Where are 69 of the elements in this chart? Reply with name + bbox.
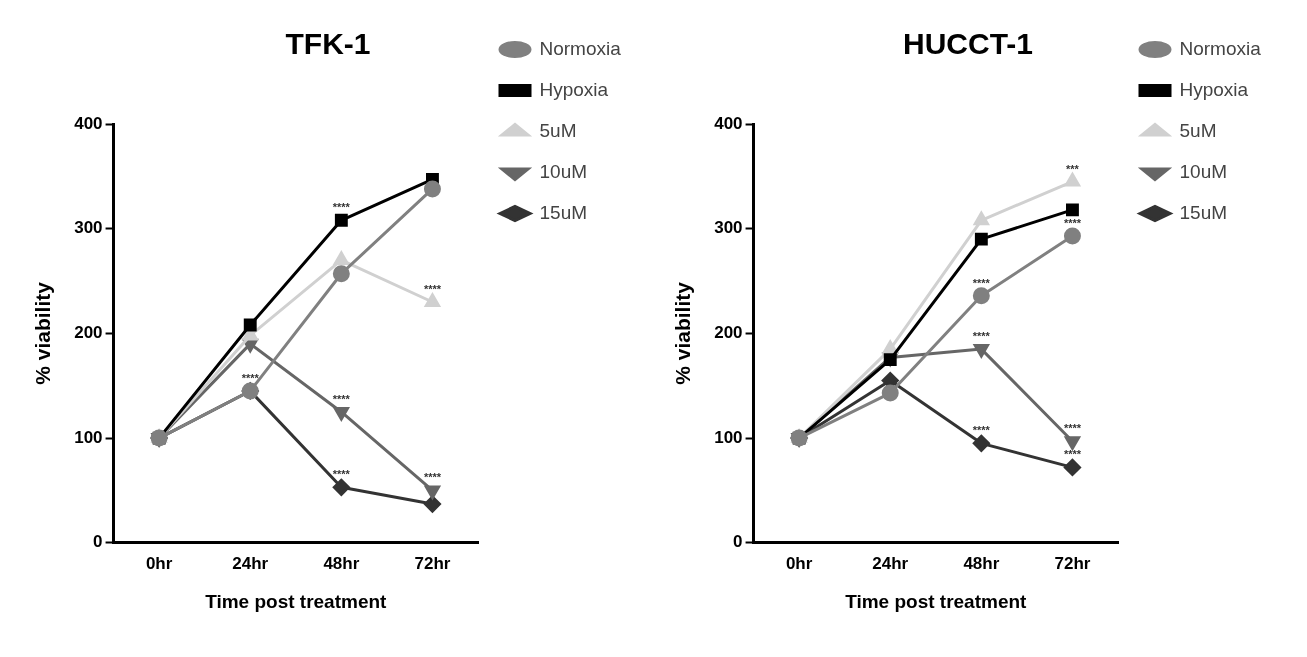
point: [332, 478, 350, 496]
x-tick-label: 48hr: [323, 553, 360, 573]
legend-label: 5uM: [1179, 119, 1217, 141]
legend-label: 15uM: [1179, 201, 1228, 223]
x-tick-label: 24hr: [232, 553, 269, 573]
point: [881, 384, 899, 402]
annotation: ****: [972, 276, 991, 289]
point: [423, 495, 441, 513]
y-axis-title: % viability: [671, 281, 695, 385]
point: [1063, 227, 1081, 245]
y-tick-label: 400: [714, 113, 743, 133]
point: [243, 318, 257, 332]
x-tick-label: 0hr: [145, 553, 173, 573]
x-axis-title: Time post treatment: [845, 590, 1028, 612]
x-tick-label: 72hr: [414, 553, 451, 573]
point: [424, 485, 441, 499]
annotation: ****: [1063, 448, 1082, 461]
point: [332, 265, 350, 283]
annotation: ****: [972, 330, 991, 343]
y-tick-label: 0: [733, 532, 743, 552]
x-tick-label: 0hr: [785, 553, 813, 573]
annotation: ****: [1063, 422, 1082, 435]
x-tick-label: 24hr: [872, 553, 909, 573]
x-axis-title: Time post treatment: [205, 590, 388, 612]
point: [972, 434, 990, 452]
annotation: ****: [423, 283, 442, 296]
legend-label: 15uM: [539, 201, 588, 223]
x-tick-label: 72hr: [1054, 553, 1091, 573]
y-tick-label: 100: [74, 427, 103, 447]
legend-label: 10uM: [1179, 160, 1228, 182]
point: [1064, 173, 1081, 187]
point: [974, 232, 988, 246]
y-tick-label: 0: [93, 532, 103, 552]
y-tick-label: 300: [74, 218, 103, 238]
annotation: ****: [1063, 217, 1082, 230]
point: [1064, 436, 1081, 450]
legend-label: Normoxia: [539, 37, 622, 59]
y-tick-label: 200: [714, 323, 743, 343]
x-tick-label: 48hr: [963, 553, 1000, 573]
legend-label: Hypoxia: [539, 78, 609, 100]
annotation: ***: [1066, 162, 1080, 175]
y-tick-label: 100: [714, 427, 743, 447]
point: [424, 293, 441, 307]
y-axis-title: % viability: [31, 281, 55, 385]
point: [1066, 203, 1079, 217]
y-tick-label: 400: [74, 113, 103, 133]
y-tick-label: 200: [74, 323, 103, 343]
point: [882, 340, 898, 355]
annotation: ****: [332, 468, 351, 481]
point: [333, 406, 349, 421]
annotation: ****: [332, 392, 351, 405]
point: [973, 344, 989, 358]
legend-label: 5uM: [539, 119, 577, 141]
annotation: ****: [241, 372, 260, 385]
chart-title: TFK-1: [285, 27, 371, 61]
point: [972, 287, 990, 305]
y-tick-label: 300: [714, 218, 743, 238]
legend-label: 10uM: [539, 160, 588, 182]
point: [1063, 458, 1081, 476]
point: [973, 211, 989, 226]
chart-title: HUCCT-1: [902, 27, 1034, 61]
point: [334, 213, 348, 227]
annotation: ****: [332, 201, 351, 214]
point: [333, 251, 349, 266]
annotation: ****: [972, 424, 991, 437]
annotation: ****: [423, 471, 442, 484]
legend-label: Normoxia: [1179, 37, 1262, 59]
point: [423, 180, 441, 198]
legend-label: Hypoxia: [1179, 78, 1249, 100]
